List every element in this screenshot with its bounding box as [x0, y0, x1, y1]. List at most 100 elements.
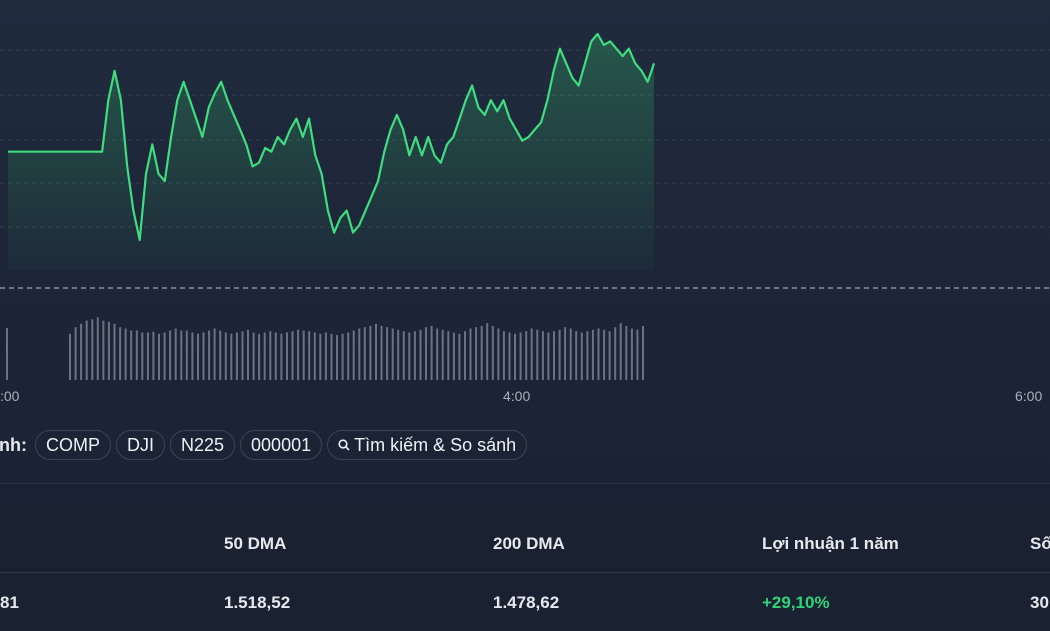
volume-bar — [408, 332, 411, 380]
volume-bar — [286, 332, 288, 380]
volume-bar — [347, 332, 350, 380]
volume-bars — [6, 317, 644, 380]
volume-bar — [580, 332, 583, 380]
volume-bar — [91, 319, 94, 380]
volume-bar — [397, 329, 400, 380]
volume-bar — [391, 328, 394, 380]
volume-bar — [96, 317, 99, 380]
stat-header-next: Số — [1030, 534, 1050, 553]
volume-bar — [452, 332, 455, 380]
volume-bar — [358, 328, 361, 380]
volume-bar — [547, 332, 550, 380]
volume-bar — [85, 320, 88, 380]
volume-bar — [441, 329, 444, 380]
volume-bar — [158, 333, 160, 380]
stat-value-1y-return: +29,10% — [762, 593, 830, 612]
volume-bar — [614, 327, 617, 380]
volume-bar — [235, 332, 238, 380]
volume-bar — [6, 328, 8, 380]
price-line — [8, 32, 656, 242]
volume-bar — [163, 332, 166, 380]
volume-bar — [107, 321, 110, 380]
volume-bar — [263, 332, 266, 380]
volume-bar — [241, 331, 244, 380]
volume-bar — [324, 332, 327, 380]
section-divider — [0, 483, 1050, 484]
volume-bar — [269, 331, 272, 380]
volume-bar — [341, 333, 344, 380]
x-tick-label: 4:00 — [503, 388, 531, 404]
volume-bar — [486, 323, 489, 380]
volume-bar — [425, 327, 427, 380]
volume-bar — [553, 331, 555, 380]
volume-bar — [586, 331, 589, 380]
volume-bar — [558, 329, 561, 380]
volume-bar — [464, 331, 466, 380]
volume-bar — [208, 330, 211, 380]
volume-bar — [386, 327, 389, 380]
volume-bar — [230, 333, 233, 380]
volume-bar — [591, 329, 594, 380]
price-chart[interactable] — [0, 0, 1050, 420]
volume-bar — [402, 331, 405, 380]
volume-bar — [619, 323, 622, 380]
volume-bar — [297, 329, 300, 380]
stats-row-divider — [0, 572, 1050, 573]
price-area — [8, 34, 654, 270]
chart-grid — [0, 49, 1050, 289]
compare-chip-000001[interactable]: 000001 — [240, 430, 323, 460]
volume-bar — [575, 331, 578, 380]
volume-bar — [597, 328, 600, 380]
volume-bar — [430, 325, 433, 380]
stat-value-200dma: 1.478,62 — [493, 593, 560, 612]
volume-bar — [124, 328, 127, 380]
volume-bar — [375, 323, 377, 380]
volume-bar — [630, 328, 633, 380]
volume-bar — [302, 330, 305, 380]
stat-value-prev: 81 — [0, 593, 19, 612]
search-compare-label: Tìm kiếm & So sánh — [354, 434, 517, 455]
search-compare-button[interactable]: Tìm kiếm & So sánh — [327, 430, 528, 460]
volume-bar — [146, 332, 149, 380]
stat-value-next: 30 — [1030, 593, 1049, 612]
volume-bar — [369, 325, 372, 380]
volume-bar — [469, 328, 472, 380]
volume-bar — [519, 332, 522, 380]
volume-bar — [130, 330, 133, 380]
volume-bar — [252, 332, 255, 380]
volume-bar — [336, 335, 338, 380]
volume-bar — [491, 325, 494, 380]
volume-bar — [480, 325, 483, 380]
volume-bar — [330, 333, 333, 380]
volume-bar — [352, 330, 355, 380]
volume-bar — [541, 331, 544, 380]
volume-bar — [636, 329, 639, 380]
volume-bar — [274, 332, 277, 380]
compare-chip-n225[interactable]: N225 — [170, 430, 236, 460]
stats-table — [0, 505, 1050, 631]
stat-value-50dma: 1.518,52 — [224, 593, 291, 612]
volume-bar — [69, 333, 71, 380]
search-icon — [338, 439, 350, 451]
volume-bar — [191, 332, 194, 380]
volume-bar — [197, 333, 199, 380]
stat-header-1y-return: Lợi nhuận 1 năm — [762, 534, 899, 553]
volume-bar — [447, 331, 450, 380]
volume-bar — [258, 333, 261, 380]
volume-bar — [380, 325, 383, 380]
volume-bar — [569, 328, 572, 380]
compare-chip-dji[interactable]: DJI — [116, 430, 165, 460]
volume-bar — [502, 331, 505, 380]
volume-bar — [530, 328, 533, 380]
volume-bar — [180, 330, 183, 380]
volume-bar — [458, 333, 461, 380]
stat-header-200dma: 200 DMA — [493, 534, 565, 553]
volume-bar — [224, 332, 227, 380]
volume-bar — [508, 332, 511, 380]
compare-chip-comp[interactable]: COMP — [35, 430, 111, 460]
volume-bar — [497, 328, 500, 380]
volume-bar — [413, 331, 416, 380]
volume-bar — [514, 333, 516, 380]
volume-bar — [363, 327, 366, 380]
volume-bar — [608, 331, 611, 380]
